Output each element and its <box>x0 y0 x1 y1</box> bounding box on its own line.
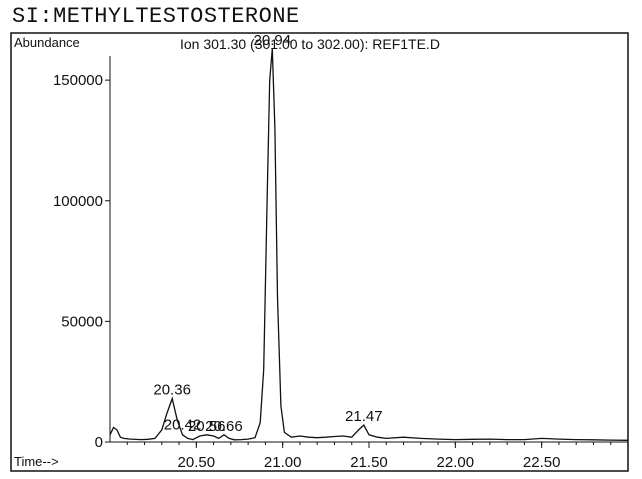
peak-label: 21.47 <box>345 408 383 425</box>
plot-frame <box>10 32 629 472</box>
x-tick-label: 21.50 <box>350 454 388 471</box>
x-axis-label: Time--> <box>14 454 59 469</box>
peak-label: 20.94 <box>254 32 292 49</box>
y-axis-label: Abundance <box>14 35 80 50</box>
peak-label: 20.56 <box>188 418 226 435</box>
y-tick-label: 150000 <box>53 72 103 89</box>
x-tick-label: 21.00 <box>264 454 302 471</box>
peak-label: 20.66 <box>205 418 243 435</box>
x-tick-label: 22.00 <box>437 454 475 471</box>
peak-label: 20.36 <box>153 382 191 399</box>
y-axis-ticks: 0 50000 100000 150000 <box>53 72 110 451</box>
x-tick-label: 22.50 <box>523 454 561 471</box>
peak-label: 20.42 <box>164 417 202 434</box>
y-tick-label: 0 <box>95 434 103 451</box>
x-tick-label: 20.50 <box>178 454 216 471</box>
y-tick-label: 100000 <box>53 193 103 210</box>
chart-title: Ion 301.30 (301.00 to 302.00): REF1TE.D <box>180 36 440 52</box>
chromatogram-svg: Abundance Ion 301.30 (301.00 to 302.00):… <box>10 32 629 472</box>
page-title: SI:METHYLTESTOSTERONE <box>12 4 300 29</box>
y-tick-label: 50000 <box>61 313 103 330</box>
chromatogram-chart: Abundance Ion 301.30 (301.00 to 302.00):… <box>10 32 630 474</box>
signal-trace <box>109 48 629 441</box>
x-axis-ticks: 20.50 21.00 21.50 22.00 22.50 <box>126 442 612 471</box>
